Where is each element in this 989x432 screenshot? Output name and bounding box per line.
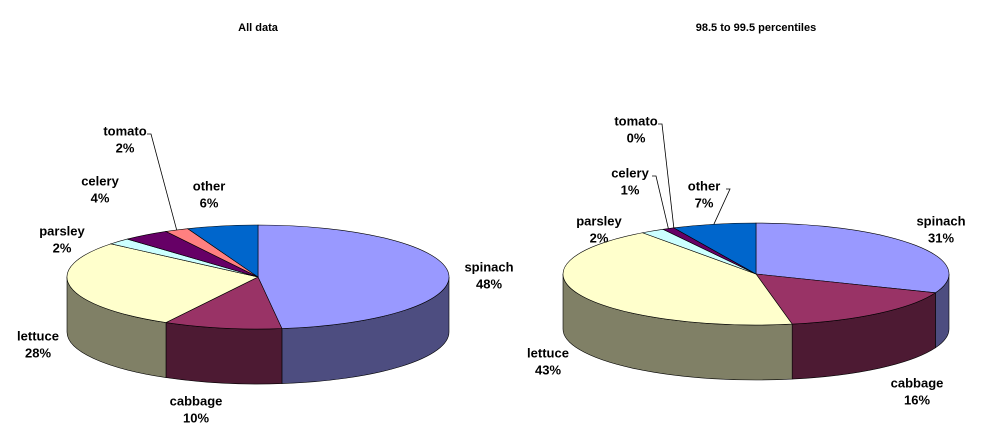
value-label: 28% <box>25 345 51 360</box>
slice <box>66 243 259 323</box>
leader-line <box>147 133 178 231</box>
slice <box>755 273 937 325</box>
value-label: 16% <box>904 392 930 407</box>
slice <box>562 232 793 326</box>
category-label: celery <box>611 165 649 180</box>
value-label: 43% <box>535 362 561 377</box>
value-label: 4% <box>91 190 110 205</box>
value-label: 1% <box>621 182 640 197</box>
leader-line <box>652 175 669 229</box>
value-label: 2% <box>116 140 135 155</box>
category-label: lettuce <box>17 328 59 343</box>
value-label: 2% <box>53 240 72 255</box>
slice <box>186 224 259 278</box>
category-label: lettuce <box>527 345 569 360</box>
category-label: celery <box>81 173 119 188</box>
value-label: 31% <box>928 230 954 245</box>
category-label: spinach <box>916 213 965 228</box>
chart-title: All data <box>238 22 279 34</box>
slice-side <box>165 322 283 385</box>
slice <box>755 222 950 294</box>
leader-line <box>713 188 731 225</box>
chart-title: 98.5 to 99.5 percentiles <box>696 22 816 34</box>
category-label: spinach <box>464 259 513 274</box>
slice <box>164 276 283 330</box>
category-label: cabbage <box>891 375 944 390</box>
category-label: cabbage <box>170 393 223 408</box>
category-label: parsley <box>576 213 622 228</box>
leader-line <box>658 123 675 228</box>
category-label: tomato <box>103 123 146 138</box>
value-label: 7% <box>695 195 714 210</box>
category-label: parsley <box>39 223 85 238</box>
value-label: 10% <box>183 410 209 425</box>
category-label: other <box>688 178 721 193</box>
category-label: tomato <box>614 113 657 128</box>
value-label: 48% <box>476 276 502 291</box>
value-label: 6% <box>200 195 219 210</box>
slice <box>257 224 450 329</box>
value-label: 0% <box>627 130 646 145</box>
category-label: other <box>193 178 226 193</box>
value-label: 2% <box>590 230 609 245</box>
